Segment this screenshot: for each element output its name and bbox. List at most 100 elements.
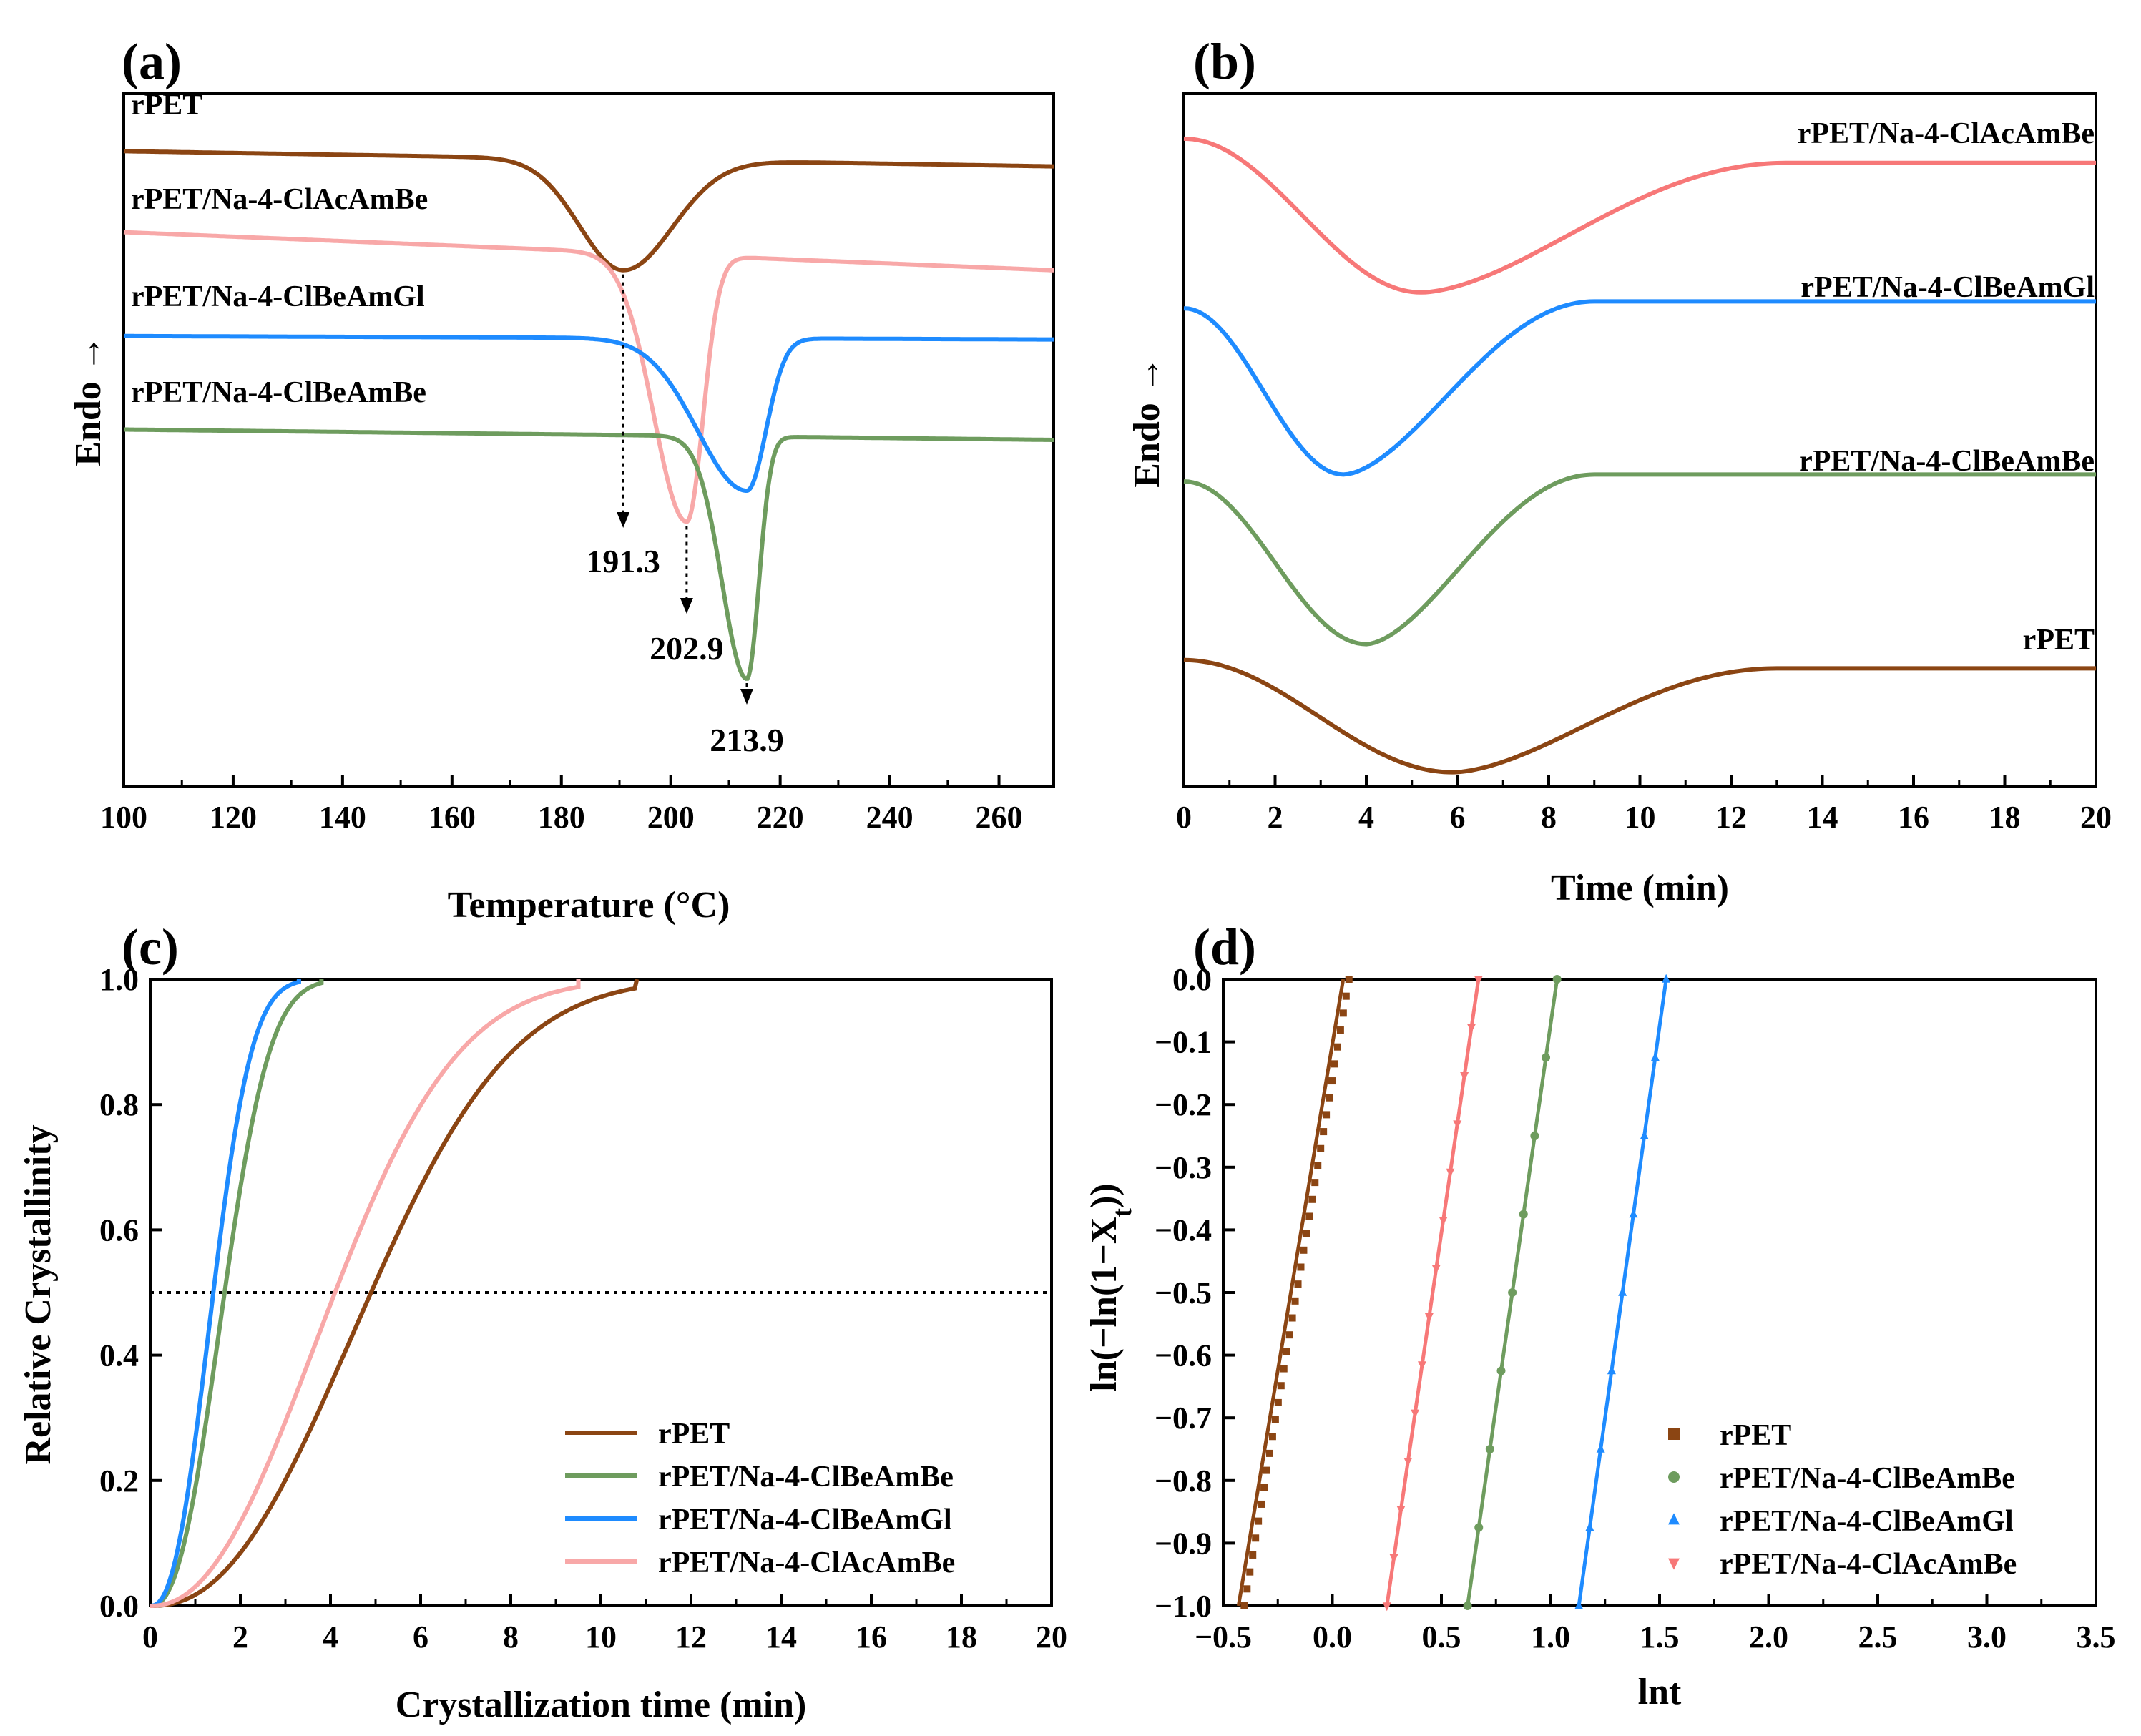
crystallinity-curve-rPET/Na-4-ClBeAmBe xyxy=(150,979,324,1608)
y-tick-label-c: 0.0 xyxy=(99,1589,139,1624)
panel-label-b: (b) xyxy=(1193,33,1256,90)
data-point-rPET/Na-4-ClBeAmBe xyxy=(1519,1210,1528,1219)
data-point-rPET/Na-4-ClAcAmBe xyxy=(1431,1265,1441,1274)
data-point-rPET/Na-4-ClBeAmBe xyxy=(1496,1366,1506,1375)
data-point-rPET/Na-4-ClBeAmGl xyxy=(1640,1130,1649,1139)
data-point-rPET xyxy=(1311,1179,1319,1187)
x-tick-label-b: 10 xyxy=(1625,800,1656,835)
series-label-rPET: rPET xyxy=(2023,624,2095,657)
data-point-rPET xyxy=(1258,1500,1265,1508)
data-point-rPET xyxy=(1323,1111,1331,1119)
x-tick-label-c: 18 xyxy=(946,1619,977,1654)
y-tick-label-d: −0.6 xyxy=(1155,1338,1212,1373)
x-tick-label-c: 4 xyxy=(323,1619,338,1654)
y-axis-label-c: Relative Crystallinity xyxy=(18,1124,59,1464)
data-point-rPET/Na-4-ClAcAmBe xyxy=(1474,976,1483,985)
x-tick-label-c: 12 xyxy=(675,1619,707,1654)
data-point-rPET/Na-4-ClBeAmBe xyxy=(1542,1053,1551,1062)
legend-label-rPET/Na-4-ClBeAmGl: rPET/Na-4-ClBeAmGl xyxy=(1720,1505,2014,1538)
x-tick-label-d: 1.5 xyxy=(1640,1619,1680,1654)
data-point-rPET/Na-4-ClAcAmBe xyxy=(1382,1602,1391,1612)
crystallinity-curve-rPET/Na-4-ClBeAmGl xyxy=(150,979,301,1608)
x-axis-label-c: Crystallization time (min) xyxy=(396,1684,807,1725)
data-point-rPET xyxy=(1320,1128,1328,1136)
data-point-rPET xyxy=(1243,1585,1251,1593)
data-point-rPET/Na-4-ClBeAmBe xyxy=(1530,1132,1539,1140)
data-point-rPET/Na-4-ClBeAmGl xyxy=(1574,1600,1584,1609)
data-point-rPET xyxy=(1280,1365,1288,1373)
data-point-rPET xyxy=(1345,976,1353,983)
dsc-curve-rPET/Na-4-ClBeAmBe xyxy=(124,427,1054,681)
x-tick-label-b: 14 xyxy=(1807,800,1838,835)
annotation-arrowhead xyxy=(740,689,753,705)
y-tick-label-d: −0.9 xyxy=(1155,1526,1212,1561)
x-tick-label-c: 16 xyxy=(856,1619,887,1654)
fit-line-rPET/Na-4-ClAcAmBe xyxy=(1385,979,1481,1607)
x-tick-label-a: 260 xyxy=(976,800,1023,835)
x-tick-label-a: 100 xyxy=(100,800,147,835)
x-tick-label-c: 8 xyxy=(503,1619,519,1654)
data-point-rPET xyxy=(1265,1449,1273,1457)
data-point-rPET xyxy=(1336,1026,1344,1034)
y-tick-label-d: −0.1 xyxy=(1155,1025,1212,1060)
data-point-rPET xyxy=(1305,1212,1313,1220)
data-point-rPET xyxy=(1252,1534,1260,1542)
x-tick-label-b: 2 xyxy=(1268,800,1283,835)
data-point-rPET/Na-4-ClBeAmGl xyxy=(1607,1365,1616,1375)
x-tick-label-c: 2 xyxy=(232,1619,248,1654)
peak-annotation: 213.9 xyxy=(710,722,784,758)
data-point-rPET/Na-4-ClAcAmBe xyxy=(1418,1361,1427,1370)
series-label-rPET/Na-4-ClAcAmBe: rPET/Na-4-ClAcAmBe xyxy=(131,183,428,216)
data-point-rPET xyxy=(1288,1314,1296,1322)
series-label-rPET/Na-4-ClBeAmBe: rPET/Na-4-ClBeAmBe xyxy=(131,376,426,409)
data-point-rPET xyxy=(1328,1077,1336,1085)
y-tick-label-c: 0.4 xyxy=(99,1338,139,1373)
x-tick-label-a: 120 xyxy=(210,800,257,835)
y-axis-label-b: Endo → xyxy=(1127,356,1167,488)
data-point-rPET/Na-4-ClAcAmBe xyxy=(1411,1409,1420,1418)
x-tick-label-a: 240 xyxy=(866,800,913,835)
data-point-rPET xyxy=(1285,1331,1293,1339)
data-point-rPET/Na-4-ClBeAmGl xyxy=(1585,1522,1594,1531)
x-tick-label-b: 4 xyxy=(1358,800,1374,835)
data-point-rPET/Na-4-ClAcAmBe xyxy=(1396,1506,1406,1515)
x-tick-label-b: 16 xyxy=(1898,800,1929,835)
data-point-rPET/Na-4-ClAcAmBe xyxy=(1439,1217,1448,1226)
x-tick-label-d: 0.5 xyxy=(1422,1619,1461,1654)
panel-label-d: (d) xyxy=(1193,918,1256,976)
crystallinity-curve-rPET xyxy=(150,979,640,1608)
data-point-rPET xyxy=(1246,1568,1254,1576)
data-point-rPET xyxy=(1342,992,1350,1000)
isothermal-curve-rPET/Na-4-ClBeAmGl xyxy=(1183,299,2096,477)
data-point-rPET xyxy=(1300,1246,1308,1254)
data-point-rPET xyxy=(1314,1162,1322,1169)
x-tick-label-a: 180 xyxy=(538,800,585,835)
data-point-rPET xyxy=(1240,1602,1248,1609)
legend-label-rPET/Na-4-ClAcAmBe: rPET/Na-4-ClAcAmBe xyxy=(658,1546,955,1579)
x-tick-label-a: 140 xyxy=(319,800,366,835)
fit-line-rPET xyxy=(1236,979,1346,1607)
x-axis-label-a: Temperature (°C) xyxy=(448,885,730,926)
y-tick-label-d: 0.0 xyxy=(1172,962,1212,997)
peak-annotation: 202.9 xyxy=(650,630,724,667)
data-point-rPET xyxy=(1255,1517,1263,1525)
data-point-rPET xyxy=(1291,1297,1299,1305)
y-tick-label-d: −0.4 xyxy=(1155,1212,1212,1247)
x-tick-label-b: 8 xyxy=(1541,800,1557,835)
data-point-rPET xyxy=(1271,1416,1279,1423)
data-point-rPET xyxy=(1297,1263,1305,1271)
data-point-rPET/Na-4-ClBeAmBe xyxy=(1474,1523,1484,1532)
data-point-rPET xyxy=(1331,1060,1338,1068)
x-tick-label-d: 1.0 xyxy=(1531,1619,1570,1654)
y-tick-label-c: 1.0 xyxy=(99,962,139,997)
data-point-rPET xyxy=(1274,1398,1282,1406)
x-tick-label-b: 20 xyxy=(2080,800,2112,835)
annotation-arrowhead xyxy=(617,512,630,528)
data-point-rPET/Na-4-ClBeAmBe xyxy=(1552,975,1562,984)
data-point-rPET/Na-4-ClAcAmBe xyxy=(1389,1554,1398,1563)
isothermal-curve-rPET/Na-4-ClAcAmBe xyxy=(1183,136,2096,295)
x-tick-label-b: 6 xyxy=(1450,800,1466,835)
peak-annotation: 191.3 xyxy=(586,543,660,579)
y-tick-label-d: −0.2 xyxy=(1155,1087,1212,1122)
